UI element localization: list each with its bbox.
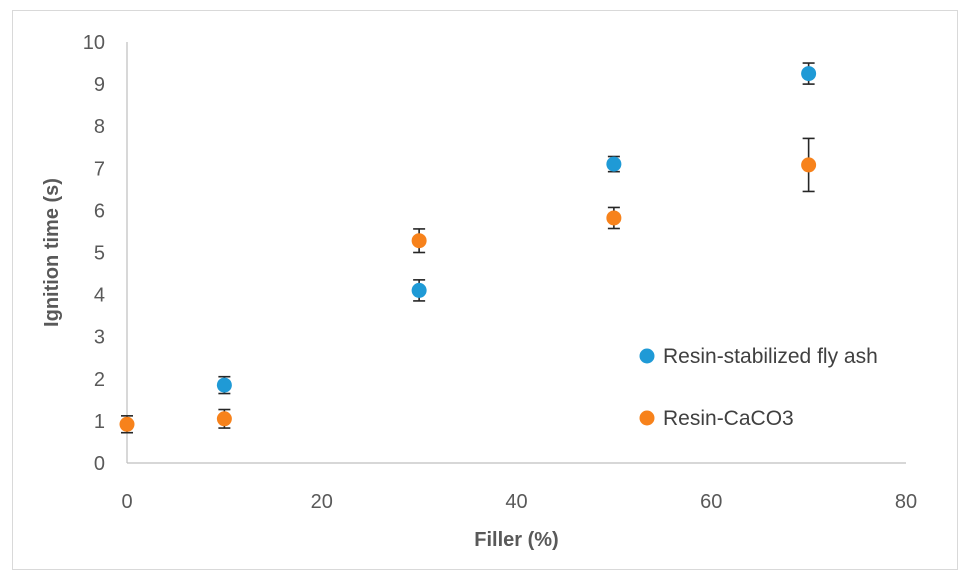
- y-axis-title: Ignition time (s): [41, 178, 63, 327]
- x-tick-label: 60: [700, 491, 722, 513]
- data-point: [216, 408, 232, 429]
- x-tick-label: 0: [121, 491, 132, 513]
- y-tick-label: 2: [94, 369, 105, 391]
- legend-marker: [639, 348, 655, 364]
- marker: [606, 210, 622, 226]
- marker: [119, 416, 135, 432]
- x-tick-label: 20: [311, 491, 333, 513]
- legend-label: Resin-CaCO3: [663, 407, 794, 430]
- y-tick-label: 10: [83, 32, 105, 54]
- legend-marker: [639, 410, 655, 426]
- x-tick-label: 40: [505, 491, 527, 513]
- data-point: [801, 137, 817, 193]
- data-point: [411, 279, 427, 302]
- data-point: [216, 375, 232, 395]
- y-tick-label: 9: [94, 74, 105, 96]
- data-points: [119, 62, 817, 434]
- data-point: [801, 62, 817, 85]
- y-tick-label: 6: [94, 200, 105, 222]
- marker: [216, 411, 232, 427]
- marker: [606, 156, 622, 172]
- y-tick-labels: 0 1 2 3 4 5 6 7 8 9 10: [83, 32, 105, 475]
- x-axis-title: Filler (%): [474, 529, 558, 551]
- scatter-chart: 0 1 2 3 4 5 6 7 8 9 10 0 20 40 60 80 Filler (%) Igniti…: [41, 32, 917, 551]
- data-point: [119, 415, 135, 434]
- legend: Resin-stabilized fly ash Resin-CaCO3: [639, 345, 878, 430]
- y-tick-label: 7: [94, 158, 105, 180]
- data-point: [606, 206, 622, 230]
- legend-item: Resin-CaCO3: [639, 407, 794, 430]
- axes: [126, 42, 906, 464]
- marker: [216, 377, 232, 393]
- marker: [411, 233, 427, 249]
- y-tick-label: 5: [94, 243, 105, 265]
- y-tick-label: 4: [94, 285, 105, 307]
- marker: [801, 66, 817, 82]
- legend-item: Resin-stabilized fly ash: [639, 345, 878, 368]
- y-tick-label: 3: [94, 327, 105, 349]
- data-point: [411, 228, 427, 254]
- x-tick-labels: 0 20 40 60 80: [121, 491, 917, 513]
- legend-label: Resin-stabilized fly ash: [663, 345, 878, 368]
- x-tick-label: 80: [895, 491, 917, 513]
- y-tick-label: 0: [94, 453, 105, 475]
- marker: [801, 157, 817, 173]
- data-point: [606, 155, 622, 173]
- marker: [411, 282, 427, 298]
- y-tick-label: 1: [94, 411, 105, 433]
- y-tick-label: 8: [94, 116, 105, 138]
